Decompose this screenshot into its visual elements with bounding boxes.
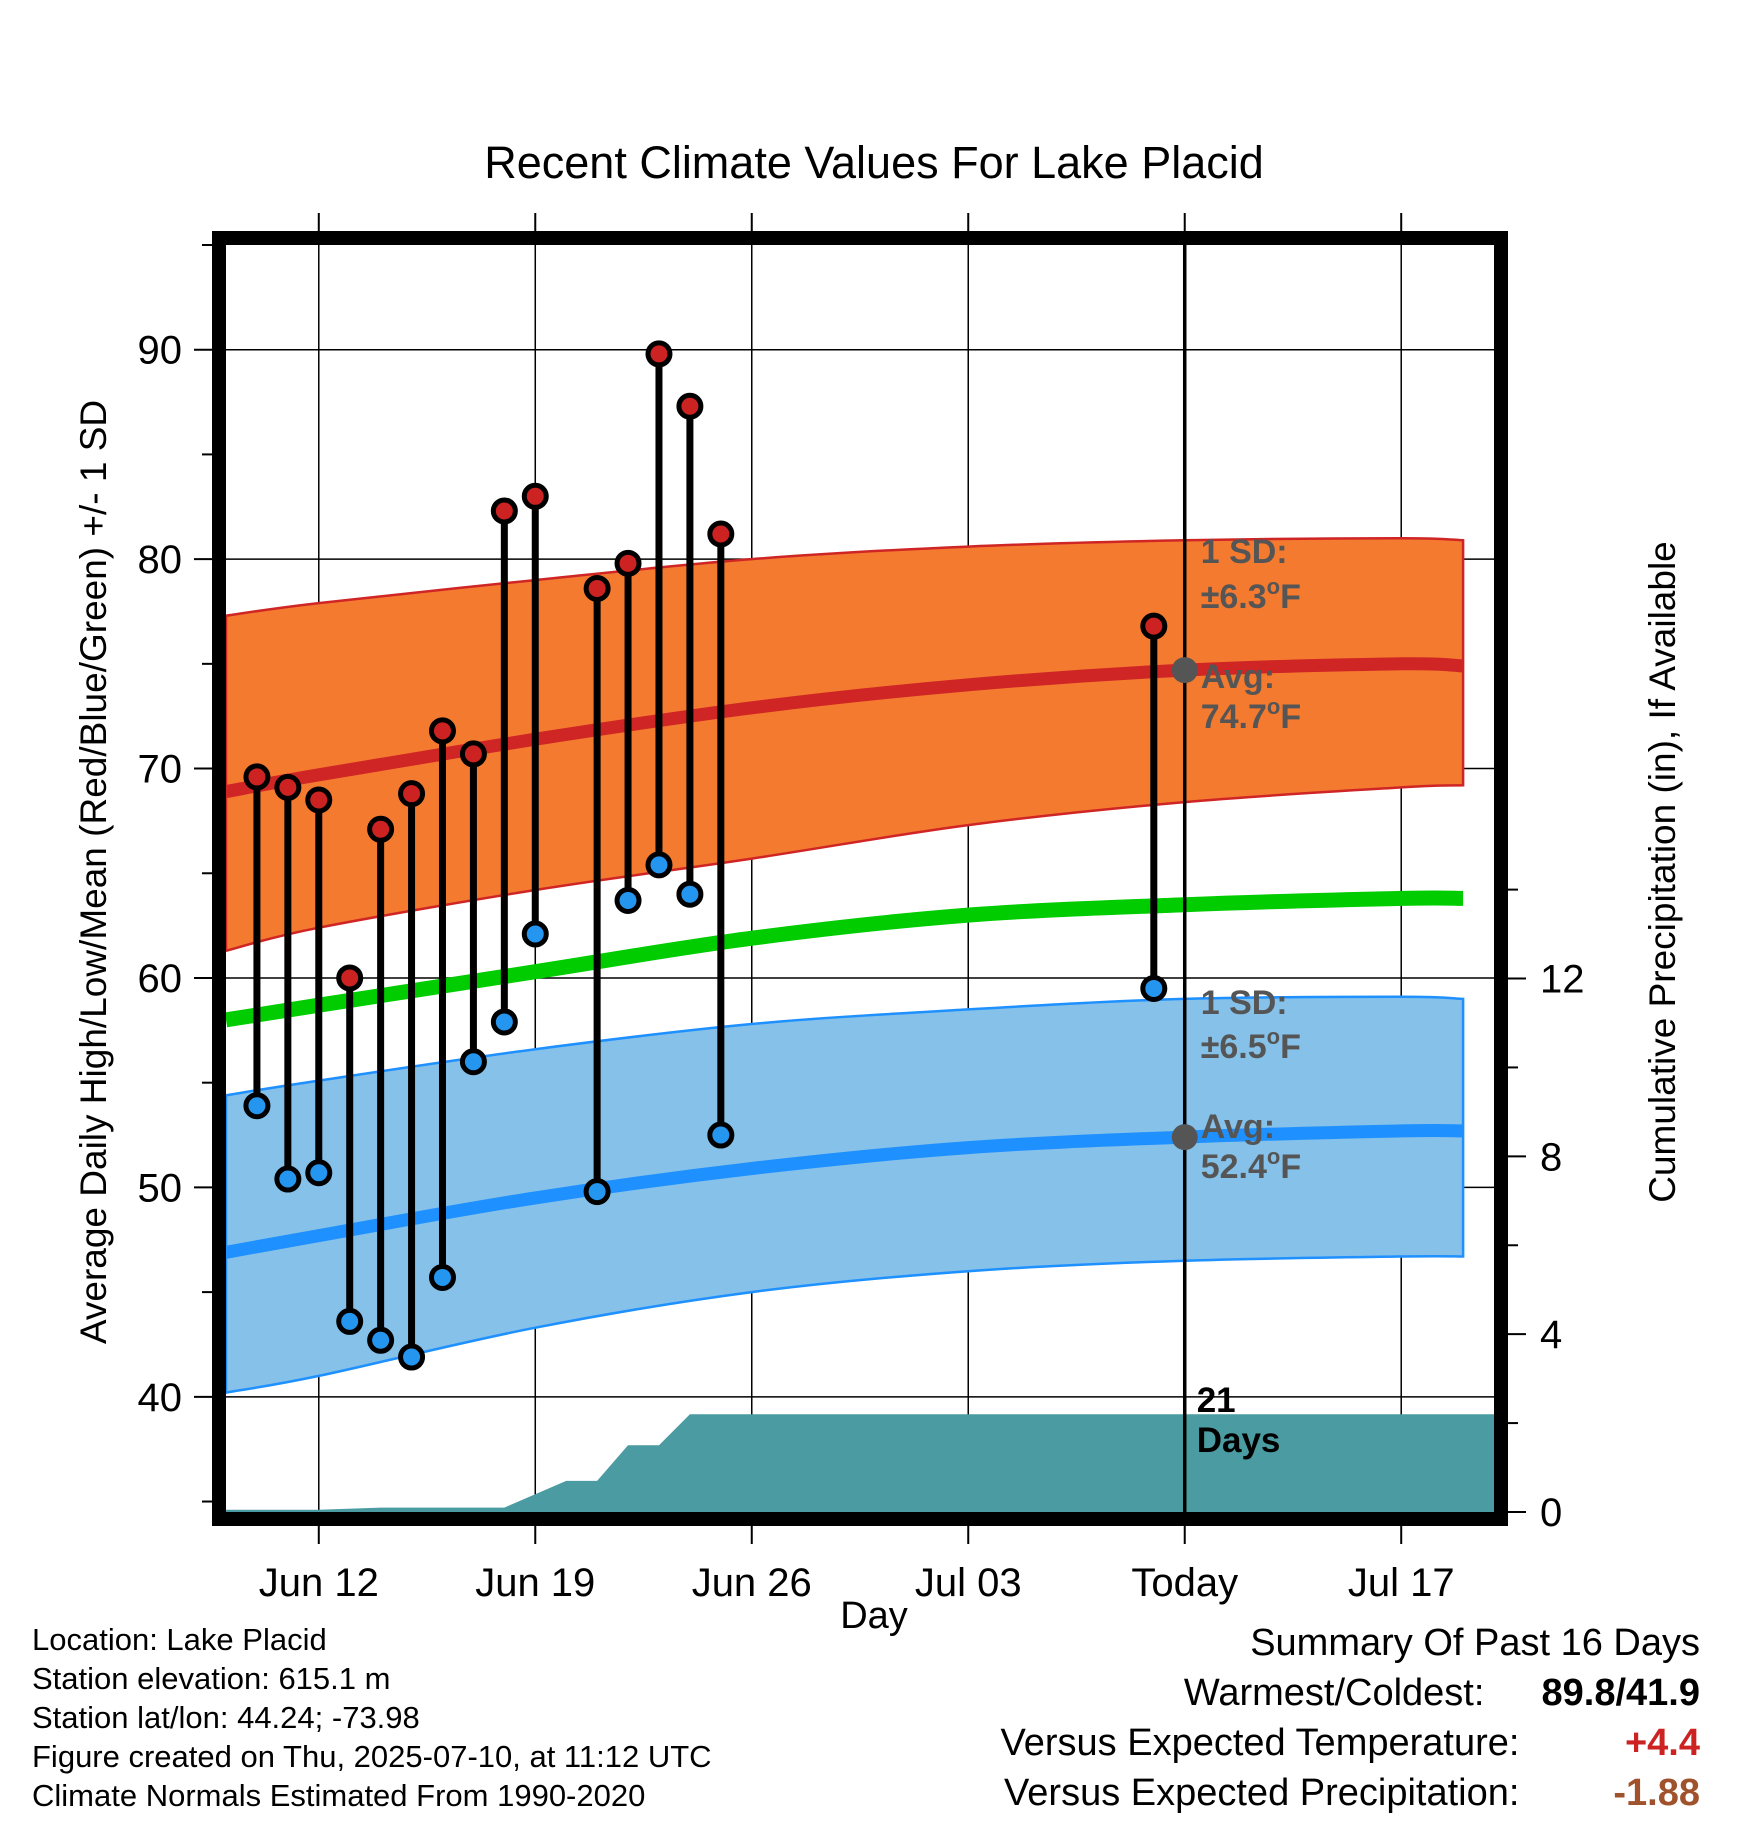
obs-low-point bbox=[428, 1263, 456, 1291]
low-sd-value: ±6.5oF bbox=[1201, 1024, 1301, 1066]
y-tick-label: 60 bbox=[138, 957, 183, 1001]
normals-text: Climate Normals Estimated From 1990-2020 bbox=[32, 1778, 646, 1813]
obs-low-point bbox=[243, 1092, 271, 1120]
precip-layer bbox=[226, 1414, 1494, 1512]
chart-title: Recent Climate Values For Lake Placid bbox=[484, 137, 1264, 188]
plot-frame bbox=[212, 231, 1508, 1526]
obs-low-point bbox=[583, 1178, 611, 1206]
summary-title: Summary Of Past 16 Days bbox=[1250, 1622, 1700, 1664]
y-tick-label: 50 bbox=[138, 1166, 183, 1210]
obs-low-point bbox=[614, 886, 642, 914]
high-sd-label: 1 SD: bbox=[1201, 533, 1288, 571]
low-sd-label: 1 SD: bbox=[1201, 984, 1288, 1022]
summary-precip-label: Versus Expected Precipitation: bbox=[1004, 1772, 1520, 1814]
days-word: Days bbox=[1197, 1421, 1281, 1460]
y2-tick-label: 12 bbox=[1540, 958, 1585, 1002]
high-normal-line bbox=[226, 657, 1464, 798]
y-tick-label: 80 bbox=[138, 538, 183, 582]
y2-tick-label: 0 bbox=[1540, 1491, 1562, 1535]
obs-low-point bbox=[305, 1159, 333, 1187]
y2-tick-label: 4 bbox=[1540, 1313, 1562, 1357]
x-tick-label: Jun 19 bbox=[475, 1561, 595, 1605]
x-tick-label: Today bbox=[1131, 1561, 1238, 1605]
y-tick-label: 90 bbox=[138, 329, 183, 373]
obs-high-point bbox=[1140, 612, 1168, 640]
axes-layer: 40 50 60 70 80 90 0 4 8 12 Jun 12 Jun 19 Jun 26 Jul 0… bbox=[138, 213, 1585, 1605]
low-sd-band bbox=[226, 995, 1465, 1394]
obs-high-point bbox=[367, 815, 395, 843]
summary-warmest-value: 89.8/41.9 bbox=[1541, 1672, 1700, 1714]
obs-high-point bbox=[428, 717, 456, 745]
latlon-text: Station lat/lon: 44.24; -73.98 bbox=[32, 1700, 420, 1735]
today-low-normal-marker bbox=[1171, 1124, 1198, 1151]
obs-high-point bbox=[398, 780, 426, 808]
summary-precip-value: -1.88 bbox=[1613, 1772, 1700, 1814]
location-text: Location: Lake Placid bbox=[32, 1622, 327, 1657]
y2-tick-label: 8 bbox=[1540, 1135, 1562, 1179]
summary-temp-value: +4.4 bbox=[1624, 1722, 1700, 1764]
x-tick-label: Jul 03 bbox=[915, 1561, 1022, 1605]
plot-border bbox=[212, 231, 1508, 1526]
obs-low-point bbox=[645, 851, 673, 879]
x-tick-label: Jun 12 bbox=[259, 1561, 379, 1605]
observations-layer bbox=[243, 245, 1187, 1512]
obs-high-point bbox=[614, 549, 642, 577]
obs-low-point bbox=[459, 1048, 487, 1076]
obs-high-point bbox=[645, 340, 673, 368]
days-number: 21 bbox=[1197, 1381, 1236, 1420]
obs-low-point bbox=[676, 880, 704, 908]
cumulative-precip-area bbox=[226, 1414, 1494, 1512]
obs-high-point bbox=[676, 392, 704, 420]
obs-high-point bbox=[583, 574, 611, 602]
y-tick-label: 70 bbox=[138, 748, 183, 792]
x-tick-label: Jun 26 bbox=[692, 1561, 812, 1605]
obs-high-point bbox=[490, 497, 518, 525]
summary-precip-row: Versus Expected Precipitation: -1.88 bbox=[800, 1768, 1700, 1818]
obs-low-point bbox=[521, 920, 549, 948]
obs-high-point bbox=[274, 773, 302, 801]
low-avg-value: 52.4oF bbox=[1201, 1144, 1301, 1186]
today-high-normal-marker bbox=[1171, 657, 1198, 684]
y2-axis-label: Cumulative Precipitation (in), If Availa… bbox=[1642, 541, 1683, 1203]
high-avg-label: Avg: bbox=[1201, 658, 1275, 696]
obs-high-point bbox=[243, 763, 271, 791]
obs-low-point bbox=[398, 1343, 426, 1371]
high-sd-value: ±6.3oF bbox=[1201, 574, 1301, 616]
obs-high-point bbox=[707, 520, 735, 548]
summary-temp-row: Versus Expected Temperature: +4.4 bbox=[800, 1718, 1700, 1768]
obs-high-point bbox=[305, 786, 333, 814]
obs-low-point bbox=[336, 1307, 364, 1335]
obs-low-point bbox=[707, 1121, 735, 1149]
summary-panel: Summary Of Past 16 Days Warmest/Coldest:… bbox=[800, 1618, 1700, 1818]
y-tick-label: 40 bbox=[138, 1376, 183, 1420]
high-avg-value: 74.7oF bbox=[1201, 694, 1301, 736]
created-text: Figure created on Thu, 2025-07-10, at 11… bbox=[32, 1739, 712, 1774]
station-info: Location: Lake Placid Station elevation:… bbox=[32, 1620, 712, 1815]
obs-low-point bbox=[367, 1326, 395, 1354]
obs-high-point bbox=[459, 740, 487, 768]
obs-low-point bbox=[490, 1008, 518, 1036]
summary-temp-label: Versus Expected Temperature: bbox=[1000, 1722, 1520, 1764]
x-tick-label: Jul 17 bbox=[1348, 1561, 1455, 1605]
obs-high-point bbox=[336, 964, 364, 992]
low-avg-label: Avg: bbox=[1201, 1108, 1275, 1146]
summary-warmest-label: Warmest/Coldest: bbox=[1183, 1672, 1485, 1714]
obs-low-point bbox=[274, 1165, 302, 1193]
x-axis-label: Day bbox=[840, 1595, 908, 1637]
elevation-text: Station elevation: 615.1 m bbox=[32, 1661, 391, 1696]
summary-warmest-row: Warmest/Coldest: 89.8/41.9 bbox=[800, 1668, 1700, 1718]
y-axis-label: Average Daily High/Low/Mean (Red/Blue/Gr… bbox=[73, 400, 114, 1344]
obs-high-point bbox=[521, 482, 549, 510]
obs-low-point bbox=[1140, 974, 1168, 1002]
